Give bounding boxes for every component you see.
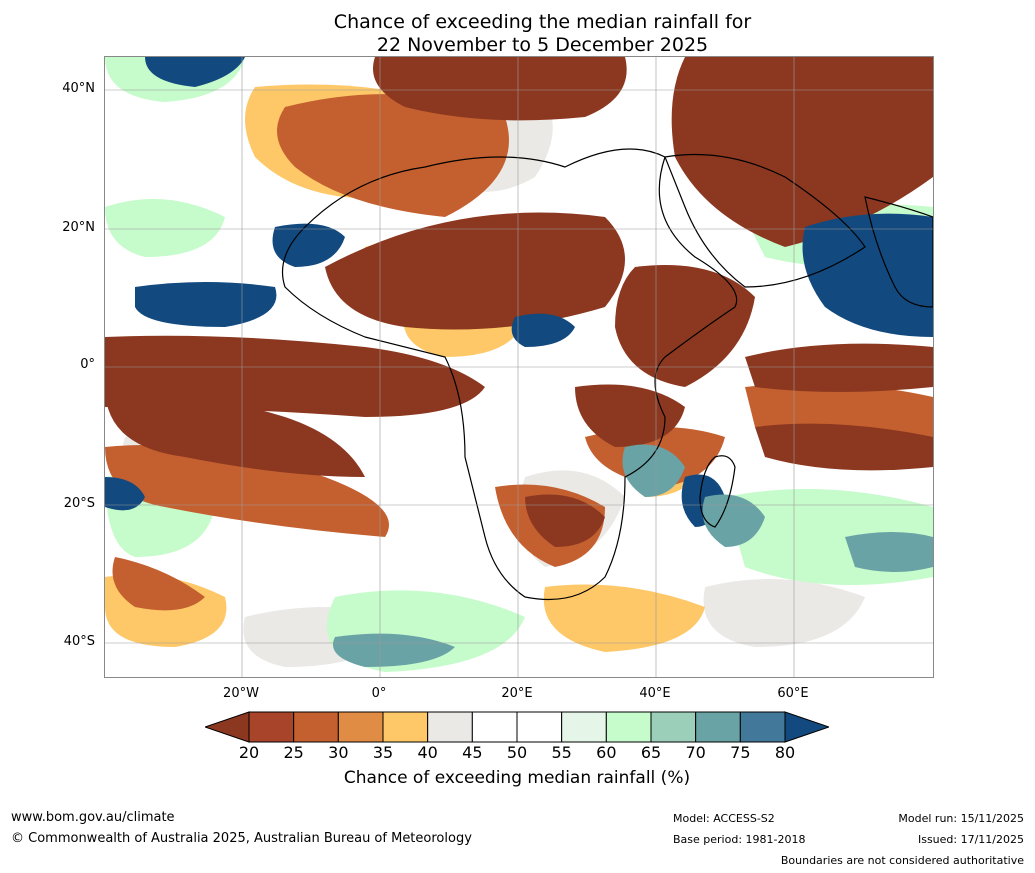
- africa-outline: [281, 148, 738, 601]
- colorbar-tick-30: 30: [328, 743, 349, 762]
- rainfall-map: [104, 56, 934, 678]
- feature-sahel-and-equatorial-dry: [105, 57, 933, 547]
- lon-label-20w: 20°W: [223, 686, 259, 701]
- colorbar-tick-65: 65: [640, 743, 662, 762]
- colorbar-swatch-35: [382, 711, 429, 743]
- colorbar-swatch-40: [427, 711, 473, 743]
- lon-label-60e: 60°E: [777, 686, 809, 701]
- footer-disclaimer: Boundaries are not considered authoritat…: [780, 854, 1024, 867]
- footer-copyright: © Commonwealth of Australia 2025, Austra…: [11, 831, 472, 846]
- footer-issued: Issued: 17/11/2025: [917, 833, 1024, 846]
- colorbar-tick-40: 40: [417, 743, 438, 762]
- colorbar-swatch-25: [293, 711, 339, 743]
- map-title-line-2: 22 November to 5 December 2025: [376, 34, 709, 56]
- colorbar-swatch-55: [561, 711, 607, 743]
- colorbar-tick-25: 25: [283, 743, 304, 762]
- colorbar-tick-60: 60: [596, 743, 617, 762]
- lat-label-40s: 40°S: [63, 634, 95, 649]
- footer-base-period: Base period: 1981-2018: [673, 833, 806, 846]
- colorbar-tick-75: 75: [730, 743, 751, 762]
- india-outline: [864, 196, 933, 308]
- lon-label-20e: 20°E: [501, 686, 533, 701]
- map-title-line-1: Chance of exceeding the median rainfall …: [333, 11, 752, 33]
- feature-moderately-wet: [333, 444, 933, 667]
- map-svg: [105, 57, 933, 677]
- colorbar-tick-20: 20: [238, 743, 260, 762]
- colorbar-swatch-45: [471, 711, 518, 743]
- madagascar-outline: [699, 455, 736, 528]
- colorbar: [205, 711, 829, 743]
- lon-label-40e: 40°E: [639, 686, 671, 701]
- colorbar-swatch-75: [739, 711, 786, 743]
- lat-label-40n: 40°N: [62, 81, 95, 96]
- lat-label-0: 0°: [80, 357, 95, 372]
- colorbar-swatch-20: [248, 711, 295, 743]
- colorbar-tick-45: 45: [462, 743, 483, 762]
- colorbar-tick-80: 80: [774, 743, 796, 762]
- graticule: [105, 57, 933, 677]
- footer-url: www.bom.gov.au/climate: [11, 810, 175, 825]
- arabia-outline: [664, 153, 866, 288]
- colorbar-tick-35: 35: [372, 743, 394, 762]
- feature-wet: [105, 57, 933, 527]
- colorbar-tick-55: 55: [551, 743, 572, 762]
- colorbar-label: Chance of exceeding median rainfall (%): [343, 768, 691, 788]
- lat-label-20n: 20°N: [62, 220, 95, 235]
- colorbar-swatch-30: [337, 711, 384, 743]
- footer-model: Model: ACCESS-S2: [673, 812, 775, 825]
- lon-label-0: 0°: [371, 686, 387, 701]
- colorbar-extend-low: [205, 711, 250, 743]
- colorbar-swatch-60: [605, 711, 652, 743]
- colorbar-extend-high: [784, 711, 829, 743]
- footer-model-run: Model run: 15/11/2025: [898, 812, 1024, 825]
- colorbar-swatch-50: [516, 711, 563, 743]
- colorbar-swatch-65: [650, 711, 697, 743]
- colorbar-tick-70: 70: [685, 743, 706, 762]
- colorbar-tick-50: 50: [506, 743, 528, 762]
- colorbar-swatch-70: [695, 711, 741, 743]
- lat-label-20s: 20°S: [63, 496, 95, 511]
